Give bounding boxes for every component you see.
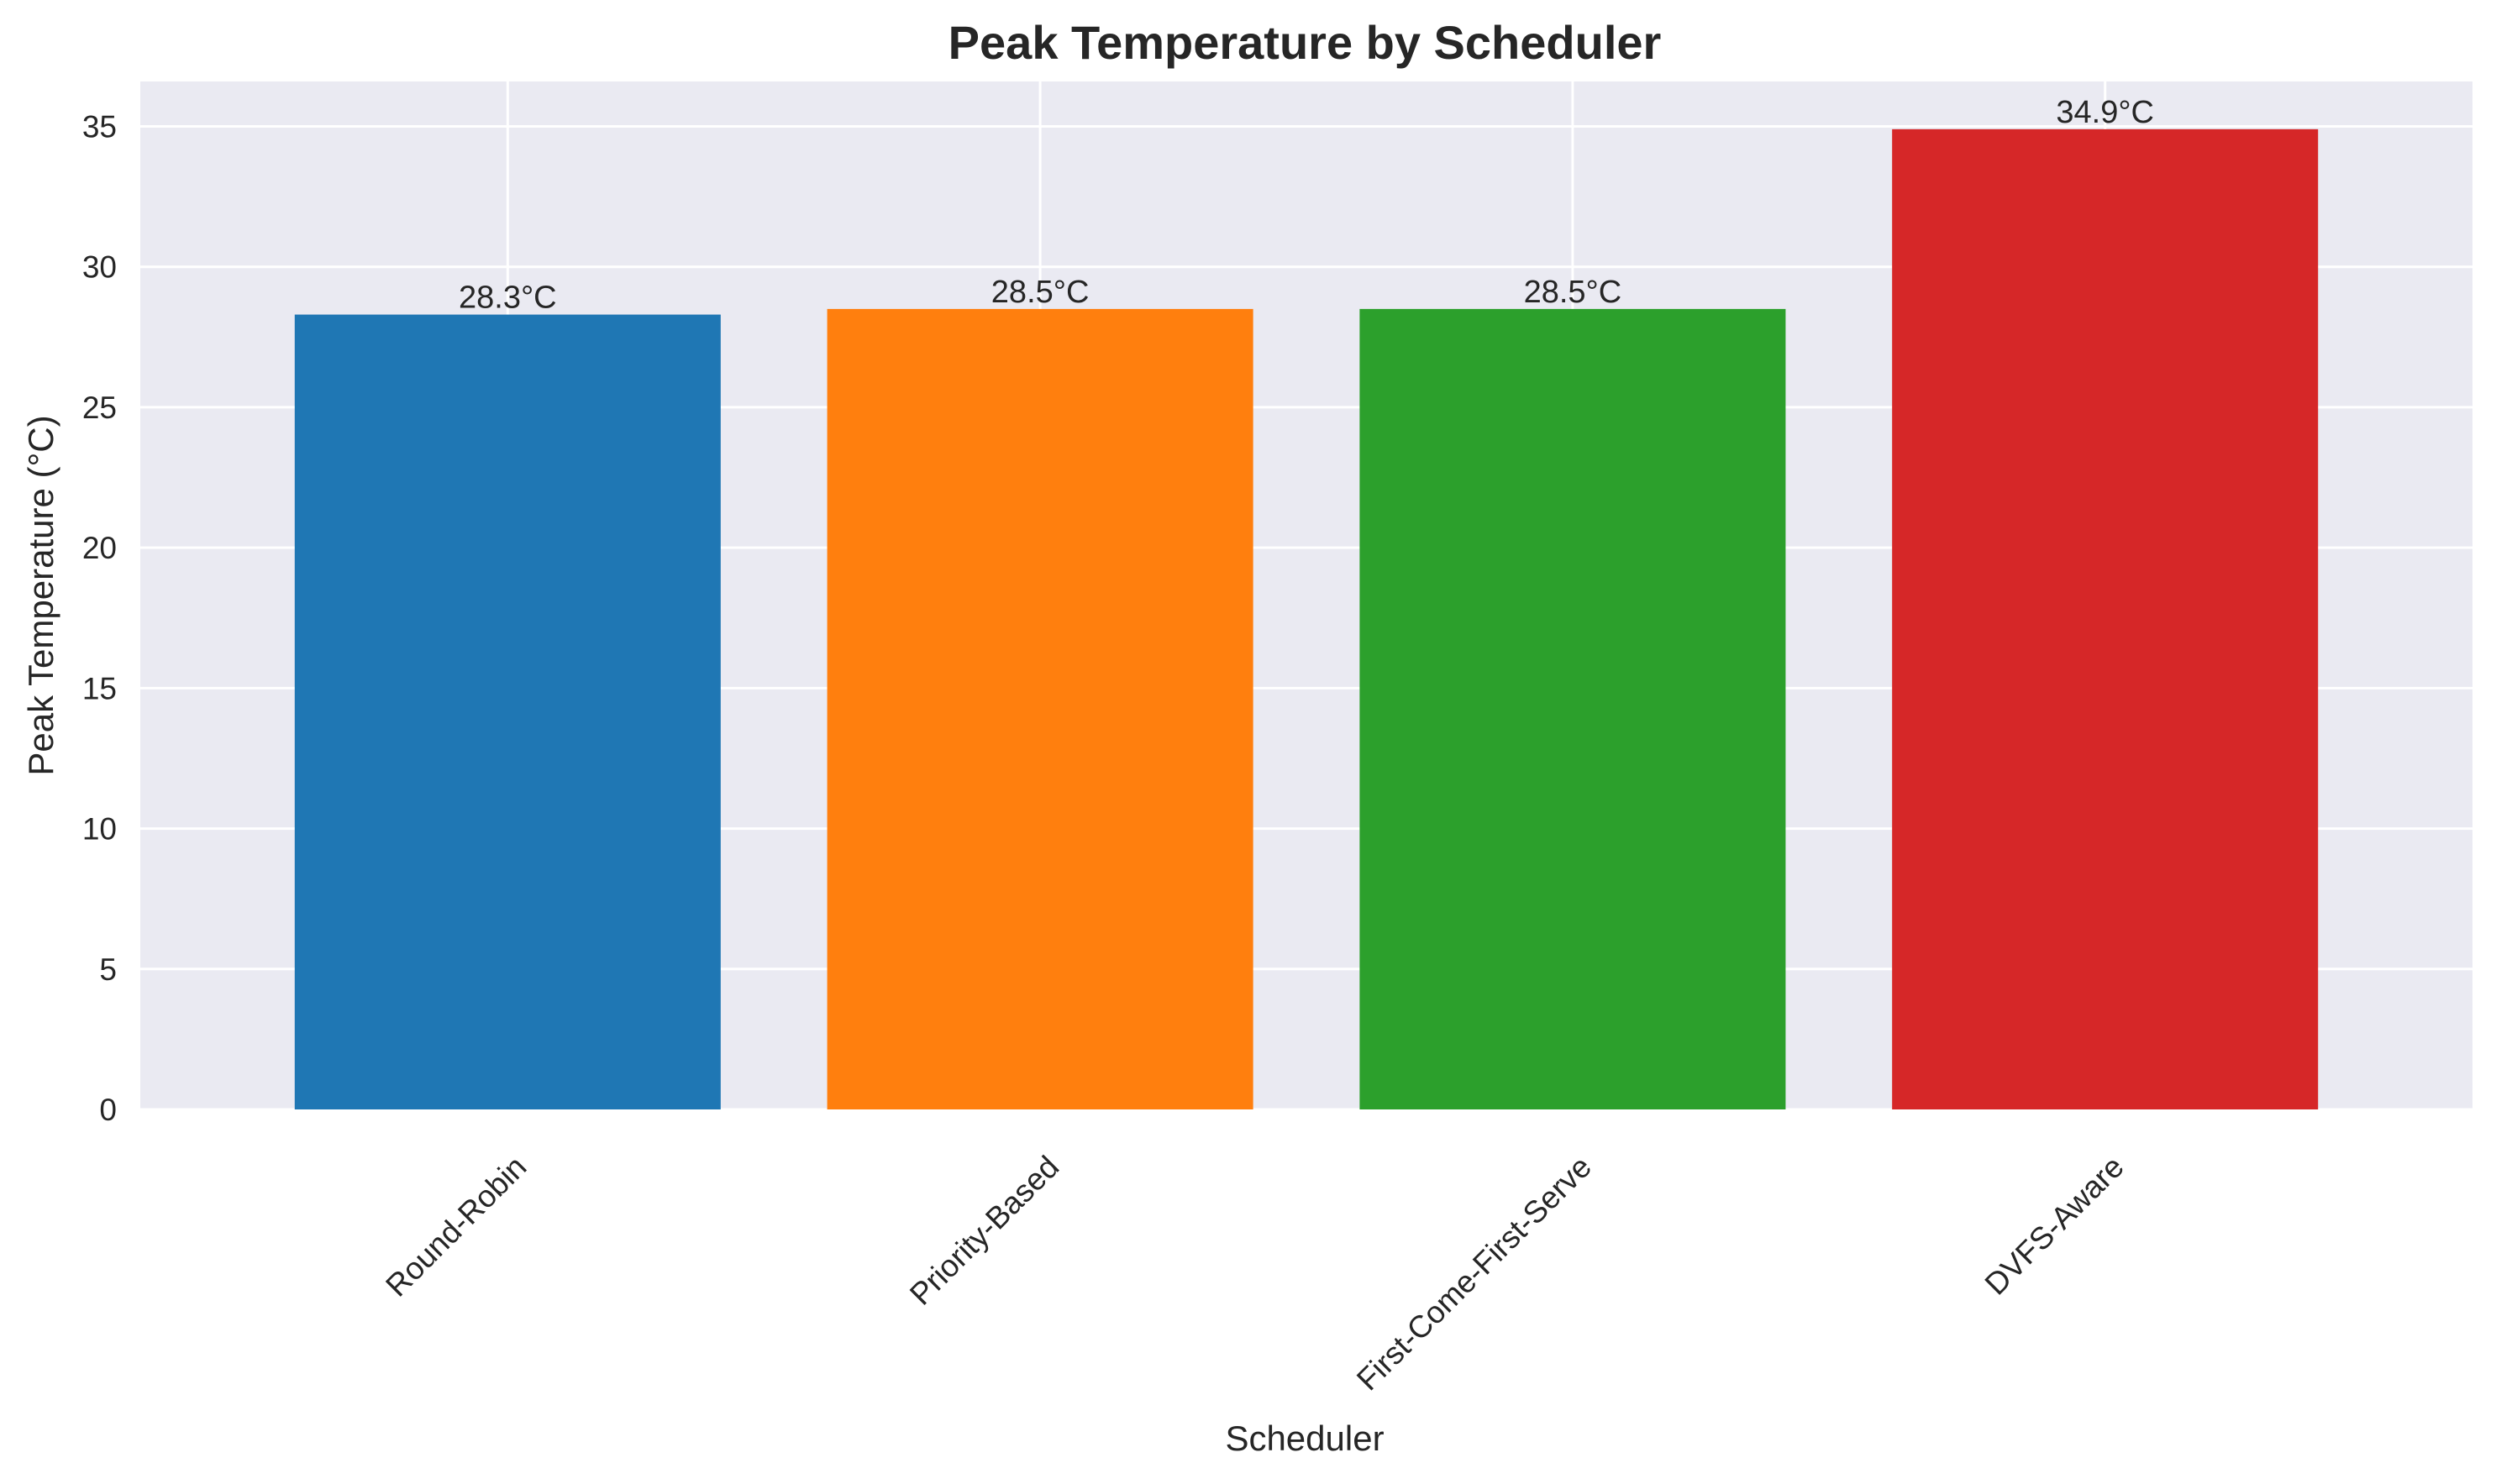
x-tick-label: DVFS-Aware (1978, 1149, 2131, 1301)
y-tick-label: 30 (82, 250, 117, 285)
y-tick-label: 35 (82, 110, 117, 144)
bar-value-label: 28.5°C (991, 275, 1090, 310)
bar-round-robin (294, 314, 721, 1110)
y-tick-label: 25 (82, 391, 117, 425)
y-tick-label: 5 (99, 952, 117, 987)
bar-value-labels: 28.3°C 28.5°C 28.5°C 34.9°C (459, 95, 2154, 316)
y-axis-label: Peak Temperature (°C) (21, 415, 60, 775)
x-axis-label: Scheduler (1225, 1418, 1384, 1458)
x-tick-label: First-Come-First-Serve (1350, 1149, 1598, 1397)
bar-value-label: 34.9°C (2056, 95, 2154, 130)
y-tick-label: 10 (82, 812, 117, 847)
bar-dvfs-aware (1892, 128, 2319, 1110)
y-tick-label: 0 (99, 1093, 117, 1127)
y-axis-ticks: 0 5 10 15 20 25 30 35 (82, 110, 117, 1127)
x-tick-label: Round-Robin (379, 1149, 533, 1303)
x-axis-ticks: Round-Robin Priority-Based First-Come-Firs… (379, 1149, 2131, 1397)
y-tick-label: 20 (82, 531, 117, 565)
y-tick-label: 15 (82, 671, 117, 705)
bar-first-come-first-serve (1359, 308, 1786, 1109)
chart-title: Peak Temperature by Scheduler (948, 16, 1662, 69)
x-tick-label: Priority-Based (903, 1149, 1065, 1311)
bar-value-label: 28.3°C (459, 281, 557, 316)
bar-priority-based (827, 308, 1253, 1109)
bar-value-label: 28.5°C (1524, 275, 1622, 310)
bars (294, 128, 2319, 1110)
